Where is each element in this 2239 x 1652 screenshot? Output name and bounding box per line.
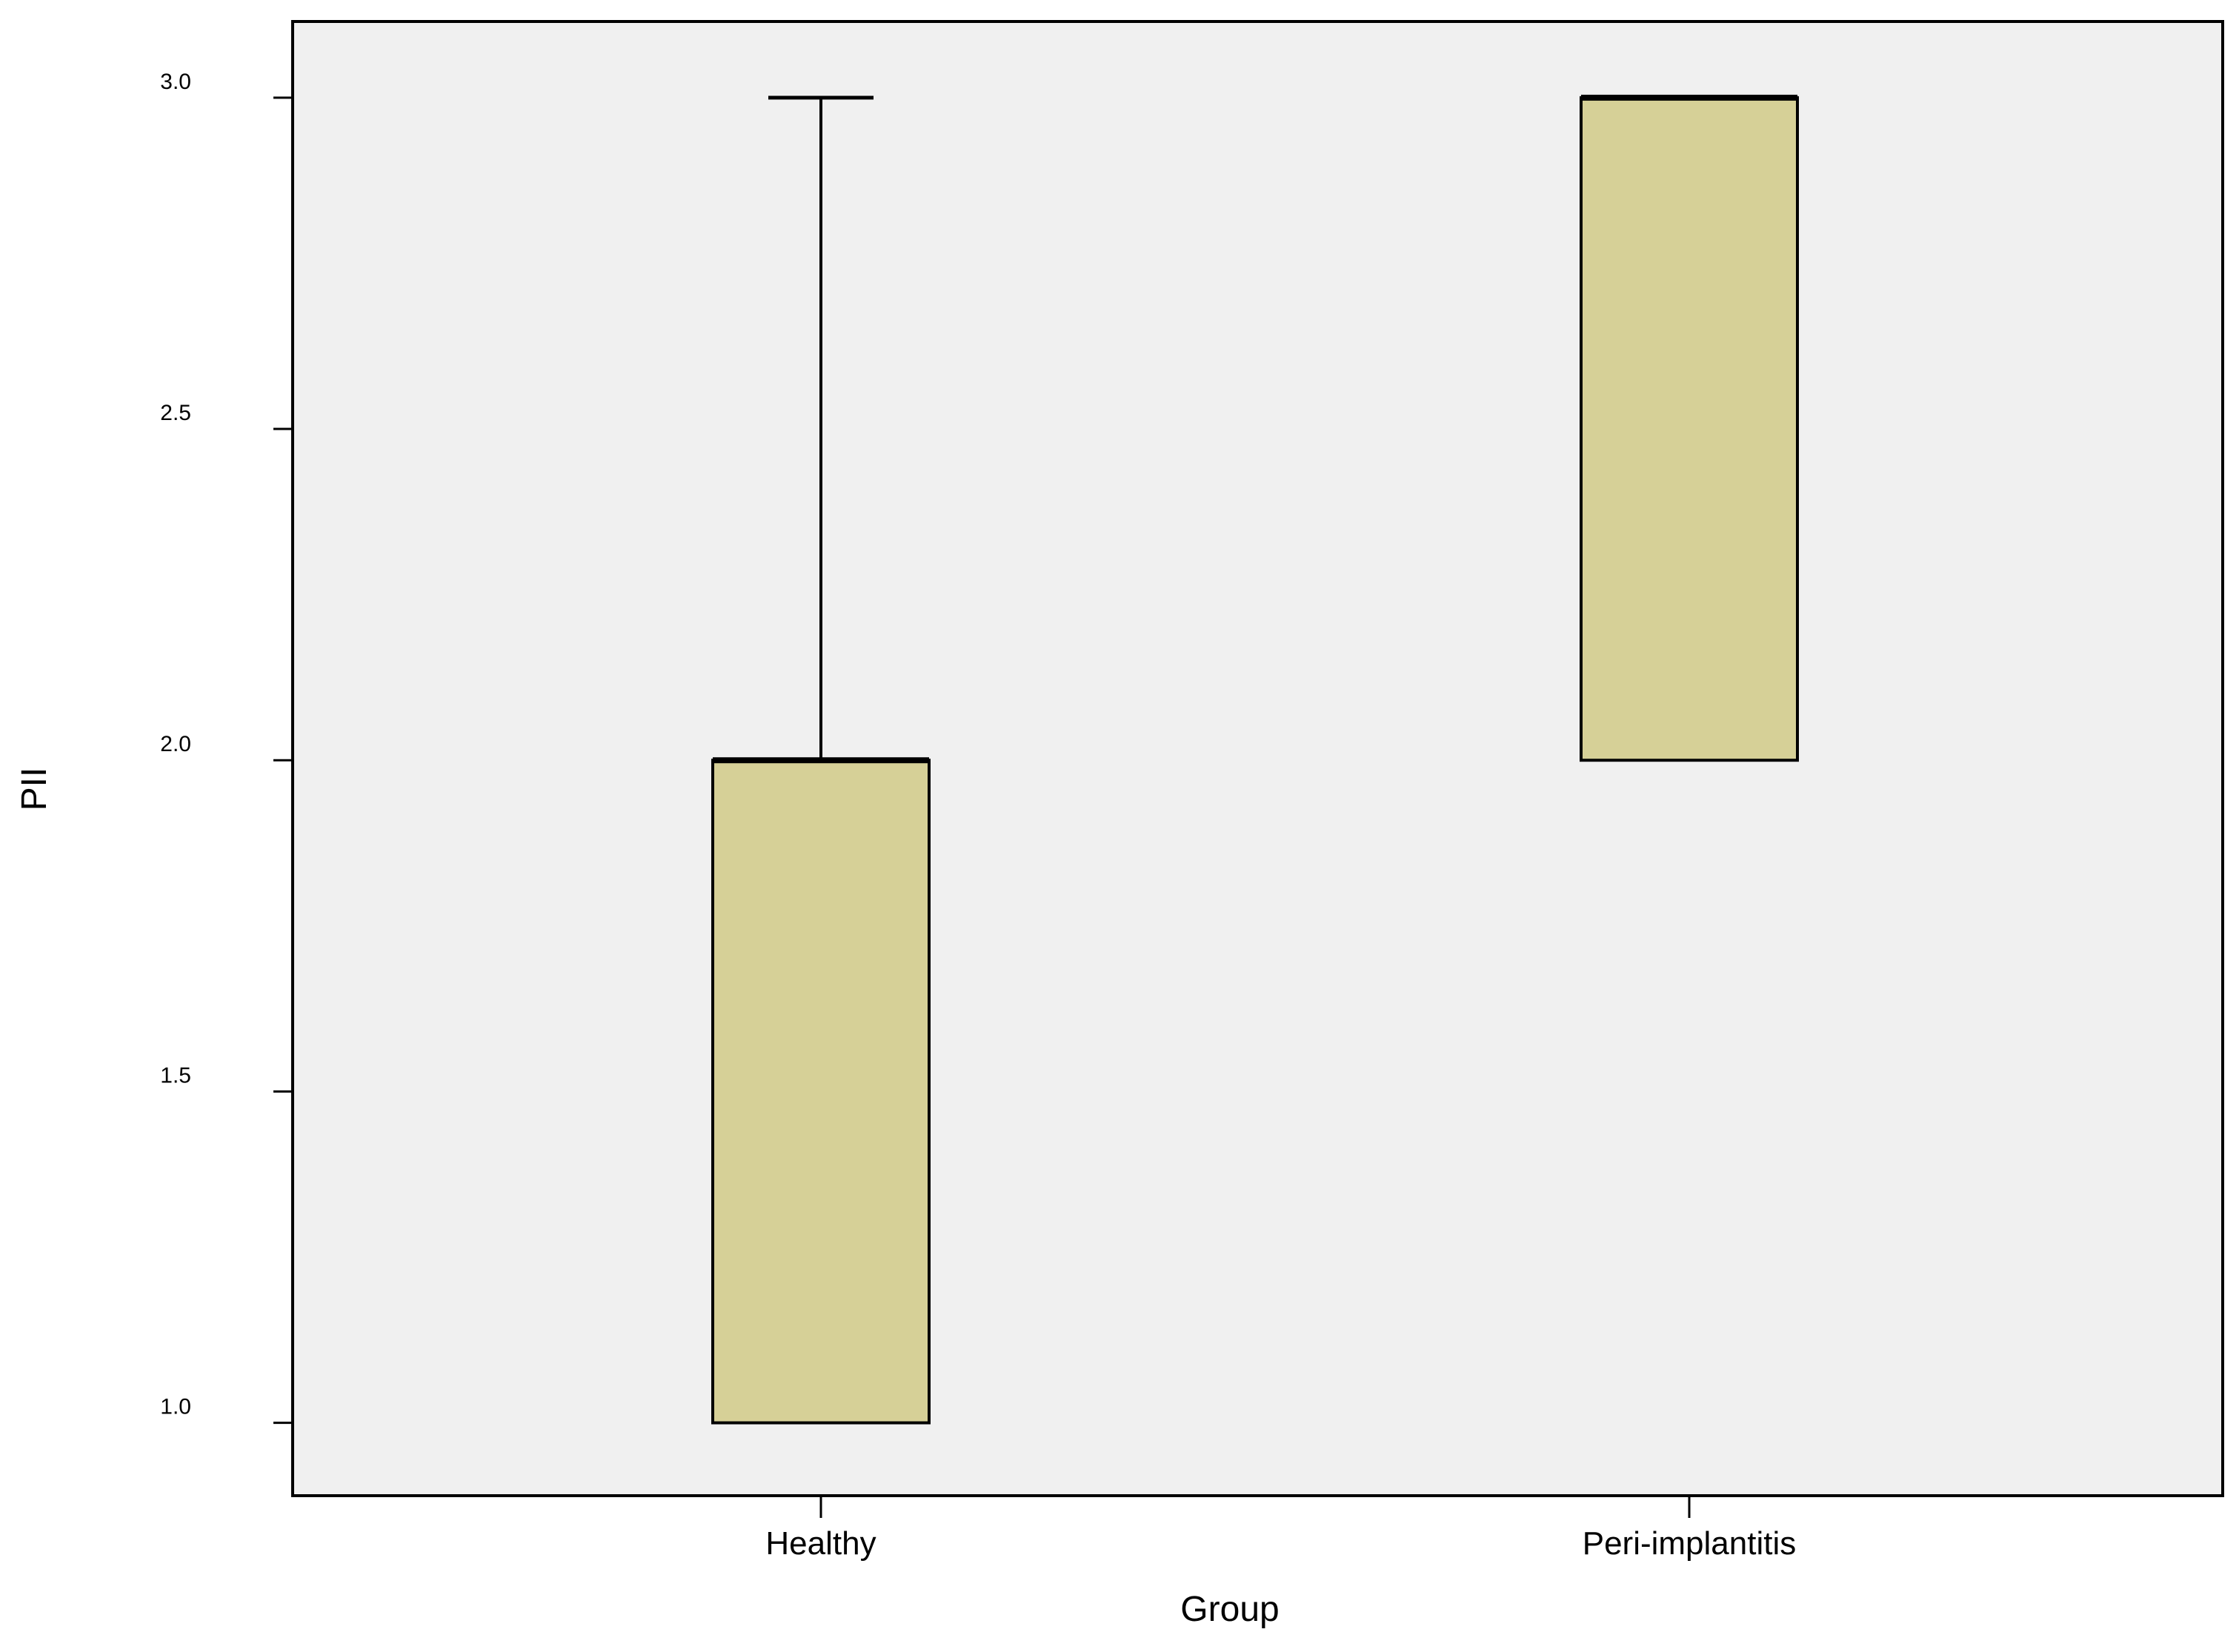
y-tick-label: 1.5 (160, 1063, 191, 1088)
y-tick-label: 1.0 (160, 1395, 191, 1419)
y-tick-label: 3.0 (160, 70, 191, 94)
box-healthy (711, 96, 931, 1425)
x-axis-title: Group (1180, 1590, 1279, 1629)
x-tick-label: Healthy (765, 1525, 876, 1562)
y-axis-title: PII (15, 767, 54, 811)
box-series (711, 94, 1799, 1425)
box-iqr (711, 759, 931, 1425)
y-tick-label: 2.0 (160, 732, 191, 756)
x-tick-label: Peri-implantitis (1583, 1525, 1797, 1562)
plot-area (291, 20, 2224, 1497)
y-tick-label: 2.5 (160, 401, 191, 425)
y-axis: 1.0 1.5 2.0 2.5 3.0 (160, 70, 293, 1425)
x-axis: Healthy Peri-implantitis (765, 1496, 1796, 1562)
box-peri-implantitis (1580, 94, 1799, 762)
box-iqr (1580, 96, 1799, 762)
